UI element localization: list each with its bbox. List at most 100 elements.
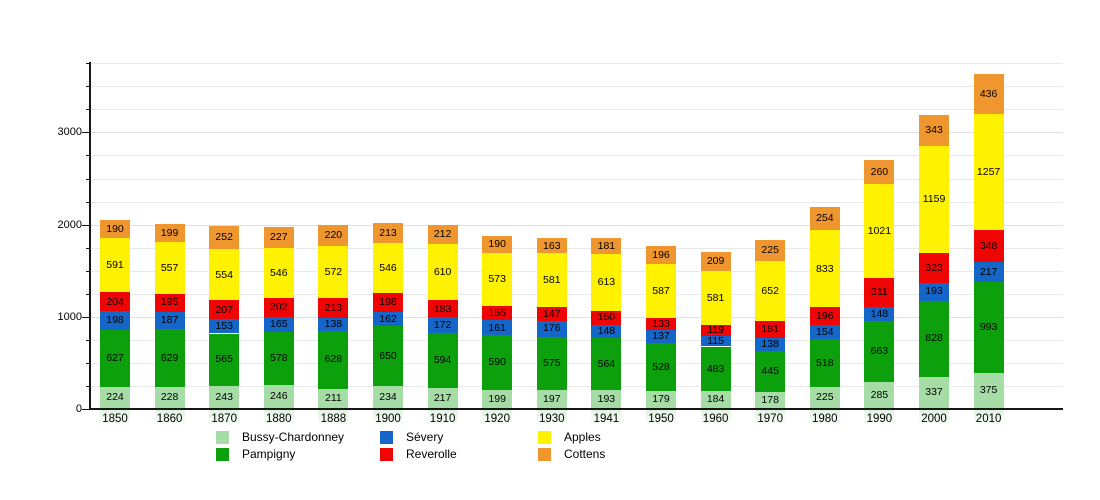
y-gridline [91, 270, 1063, 272]
x-tick-label: 1960 [702, 413, 729, 425]
legend-item-cottens: Cottens [538, 447, 605, 461]
bar-segment-cottens: 213 [373, 223, 403, 243]
bar-segment-bussy-chardonney: 243 [209, 385, 240, 408]
bar-segment-bussy-chardonney: 211 [318, 388, 349, 408]
y-axis-tick [86, 109, 90, 111]
segment-value-label: 1021 [867, 224, 892, 237]
bar-reflection [755, 410, 786, 426]
segment-value-label: 483 [706, 362, 725, 375]
segment-value-label: 148 [870, 307, 889, 320]
bar-segment-bussy-chardonney: 197 [536, 389, 567, 408]
legend-label: Cottens [564, 447, 606, 461]
bar-segment-reverolle: 198 [373, 293, 403, 312]
bar-segment-cottens: 252 [209, 225, 240, 250]
y-tick-label: 0 [75, 403, 82, 415]
bar-segment-cottens: 181 [591, 237, 622, 255]
segment-value-label: 254 [816, 212, 834, 225]
bar-segment-s-very: 193 [919, 282, 949, 301]
y-axis-tick [86, 385, 90, 387]
bar-segment-pampigny: 663 [864, 320, 895, 382]
bar-segment-cottens: 220 [318, 225, 349, 246]
segment-value-label: 578 [270, 352, 288, 365]
segment-value-label: 137 [652, 330, 670, 343]
bar-reflection [809, 410, 840, 426]
bar-segment-pampigny: 578 [263, 332, 294, 386]
bar-segment-pampigny: 629 [154, 328, 185, 387]
bar-segment-cottens: 254 [809, 207, 840, 231]
segment-value-label: 572 [324, 265, 343, 278]
legend-label: Reverolle [406, 447, 457, 461]
segment-value-label: 436 [979, 87, 998, 100]
segment-value-label: 828 [925, 332, 943, 345]
y-axis-tick [86, 86, 90, 88]
segment-value-label: 311 [871, 286, 888, 299]
segment-value-label: 227 [270, 231, 288, 244]
segment-value-label: 260 [870, 165, 889, 178]
legend-label: Pampigny [242, 447, 296, 461]
bar-segment-apples: 546 [263, 247, 294, 299]
segment-value-label: 138 [324, 318, 343, 331]
segment-value-label: 627 [106, 352, 124, 365]
x-axis-line [89, 408, 1063, 410]
segment-value-label: 179 [652, 393, 670, 406]
bar-segment-reverolle: 348 [973, 229, 1004, 262]
segment-value-label: 528 [652, 360, 670, 373]
bar-segment-bussy-chardonney: 375 [973, 373, 1004, 408]
y-tick-label: 2000 [57, 218, 82, 231]
x-tick-label: 1860 [156, 413, 183, 425]
segment-value-label: 217 [979, 265, 998, 278]
y-gridline [91, 178, 1063, 180]
bar-segment-bussy-chardonney: 246 [263, 385, 294, 408]
segment-value-label: 196 [816, 310, 834, 322]
segment-value-label: 147 [543, 307, 561, 320]
segment-value-label: 213 [324, 301, 343, 314]
segment-value-label: 445 [761, 364, 779, 377]
y-gridline [91, 201, 1063, 203]
y-gridline [91, 155, 1063, 157]
segment-value-label: 565 [215, 353, 233, 366]
bar-segment-pampigny: 565 [209, 333, 240, 386]
y-axis-tick [86, 178, 90, 180]
bar-segment-cottens: 163 [536, 238, 567, 254]
y-axis-line [89, 62, 91, 410]
segment-value-label: 155 [488, 307, 506, 319]
bar-segment-cottens: 199 [154, 224, 185, 243]
bar-segment-s-very: 187 [154, 311, 185, 329]
bar-segment-pampigny: 483 [700, 346, 731, 392]
x-tick-label: 1920 [484, 413, 510, 425]
bar-segment-apples: 613 [591, 254, 622, 311]
segment-value-label: 154 [816, 326, 834, 339]
bar-reflection [373, 410, 403, 426]
bar-segment-s-very: 138 [755, 337, 786, 351]
x-tick-label: 1870 [211, 413, 237, 425]
bar-segment-cottens: 212 [427, 224, 458, 245]
x-tick-label: 1850 [102, 413, 128, 425]
segment-value-label: 252 [215, 231, 233, 244]
bar-reflection [318, 410, 349, 426]
bar-segment-s-very: 154 [809, 325, 840, 340]
segment-value-label: 337 [925, 386, 943, 399]
bar-segment-cottens: 196 [646, 245, 676, 264]
y-gridline [91, 339, 1063, 341]
y-gridline [91, 293, 1063, 295]
bar-segment-s-very: 148 [864, 306, 895, 321]
bar-segment-bussy-chardonney: 337 [919, 376, 949, 408]
bar-reflection [154, 410, 185, 426]
bar-segment-pampigny: 564 [591, 338, 622, 391]
bar-segment-reverolle: 204 [100, 292, 130, 312]
bar-segment-pampigny: 590 [482, 335, 513, 390]
bar-segment-apples: 546 [373, 242, 403, 294]
segment-value-label: 138 [761, 337, 779, 350]
y-axis-tick [82, 224, 90, 226]
segment-value-label: 213 [379, 226, 397, 239]
segment-value-label: 243 [215, 390, 233, 403]
bar-segment-s-very: 148 [591, 324, 622, 339]
bar-reflection [591, 410, 622, 426]
segment-value-label: 564 [597, 357, 616, 370]
bar-segment-bussy-chardonney: 225 [809, 387, 840, 408]
bar-segment-s-very: 161 [482, 320, 513, 336]
y-axis-tick [86, 247, 90, 249]
bar-segment-pampigny: 594 [427, 333, 458, 388]
segment-value-label: 581 [543, 274, 561, 286]
bar-segment-s-very: 176 [536, 320, 567, 337]
